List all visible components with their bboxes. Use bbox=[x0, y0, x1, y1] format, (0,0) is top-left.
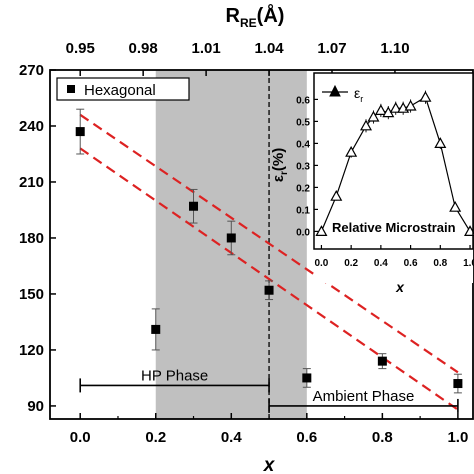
phase-label: HP Phase bbox=[141, 367, 208, 384]
top-tick-label: 0.95 bbox=[66, 40, 95, 57]
inset-data-point bbox=[389, 101, 402, 115]
data-marker bbox=[151, 324, 161, 334]
x-tick-label: 0.4 bbox=[221, 429, 243, 446]
y-tick-label: 240 bbox=[19, 118, 44, 135]
inset-annotation: Relative Microstrain bbox=[332, 220, 456, 235]
x-tick-label: 1.0 bbox=[447, 429, 468, 446]
data-point bbox=[189, 188, 199, 224]
inset-x-tick-label: 0.4 bbox=[374, 258, 388, 269]
phase-bracket-1: Ambient Phase bbox=[268, 388, 459, 413]
inset-data-point bbox=[359, 119, 373, 133]
inset-y-tick-label: 0.5 bbox=[296, 117, 310, 128]
inset-legend-marker bbox=[329, 84, 341, 97]
inset-plot: 0.0 0.1 0.2 0.3 0.4 0.5 0.6 0.0 0.2 0.4 0.6 0.8 1.0 x… bbox=[270, 72, 474, 295]
inset-y-tick-label: 0.3 bbox=[296, 161, 310, 172]
inset-marker bbox=[404, 99, 417, 111]
inset-x-tick-label: 0.6 bbox=[404, 258, 418, 269]
legend: Hexagonal bbox=[56, 77, 190, 101]
x-tick-label: 0.0 bbox=[70, 429, 91, 446]
legend-box bbox=[56, 77, 190, 101]
inset-frame bbox=[313, 72, 474, 250]
x-tick-label: 0.6 bbox=[296, 429, 317, 446]
top-tick-label: 1.07 bbox=[317, 40, 346, 57]
inset-data-point bbox=[449, 200, 462, 212]
inset-legend-label: εr bbox=[354, 85, 363, 104]
data-marker bbox=[377, 356, 387, 366]
inset-data-point bbox=[404, 99, 417, 113]
top-tick-label: 1.10 bbox=[380, 40, 409, 57]
data-point bbox=[264, 280, 274, 301]
phase-bracket-0: HP Phase bbox=[79, 367, 270, 393]
inset-marker bbox=[315, 225, 328, 236]
inset-y-tick-label: 0.1 bbox=[296, 205, 310, 216]
top-tick-label: 1.01 bbox=[192, 40, 221, 57]
inset-x-tick-label: 0.8 bbox=[433, 258, 447, 269]
inset-marker bbox=[389, 101, 402, 113]
data-point bbox=[377, 353, 387, 370]
y-tick-label: 120 bbox=[19, 342, 44, 359]
data-point bbox=[226, 220, 236, 256]
inset-marker bbox=[367, 110, 380, 122]
main-plot: HP Phase Ambient Phase 0.0 0.2 0.4 0.6 0.8 1.0 9… bbox=[19, 3, 474, 474]
x-axis-title: x bbox=[263, 455, 276, 474]
inset-x-tick-label: 0.2 bbox=[344, 258, 358, 269]
data-marker bbox=[189, 201, 199, 211]
x-tick-label: 0.2 bbox=[145, 429, 166, 446]
inset-data-point bbox=[345, 145, 358, 158]
inset-marker bbox=[449, 200, 462, 212]
top-tick-label: 1.04 bbox=[254, 40, 284, 57]
inset-marker bbox=[374, 104, 387, 116]
inset-background bbox=[314, 73, 473, 283]
legend-marker bbox=[67, 85, 75, 93]
data-marker bbox=[264, 285, 274, 295]
inset-y-tick-label: 0.4 bbox=[296, 139, 310, 150]
y-tick-label: 90 bbox=[27, 398, 44, 415]
data-marker bbox=[453, 379, 463, 389]
dashed-band-upper bbox=[79, 113, 459, 374]
y-tick-label: 180 bbox=[19, 230, 44, 247]
inset-marker bbox=[419, 90, 432, 102]
data-point bbox=[75, 108, 85, 155]
inset-y-tick-label: 0.6 bbox=[296, 95, 310, 106]
legend-label: Hexagonal bbox=[84, 82, 156, 99]
y-tick-label: 150 bbox=[19, 286, 44, 303]
data-point bbox=[151, 308, 161, 351]
top-axis-title: RRE(Å) bbox=[226, 3, 285, 30]
phase-label: Ambient Phase bbox=[313, 388, 415, 405]
inset-x-tick-label: 1.0 bbox=[463, 258, 474, 269]
inset-x-tick-label: 0.0 bbox=[314, 258, 328, 269]
inset-legend: εr bbox=[322, 84, 363, 104]
data-point bbox=[302, 368, 312, 388]
inset-y-tick-label: 0.0 bbox=[296, 227, 310, 238]
inset-y-tick-label: 0.2 bbox=[296, 183, 310, 194]
inset-marker bbox=[359, 119, 373, 131]
inset-marker bbox=[345, 145, 358, 157]
data-marker bbox=[302, 373, 312, 383]
data-marker bbox=[75, 127, 85, 137]
inset-y-axis-title: εr(%) bbox=[270, 148, 290, 182]
x-tick-label: 0.8 bbox=[372, 429, 393, 446]
data-marker bbox=[226, 233, 236, 243]
data-point bbox=[453, 373, 463, 394]
y-tick-label: 270 bbox=[19, 62, 44, 79]
inset-data-point bbox=[367, 110, 380, 124]
inset-marker bbox=[330, 189, 343, 201]
inset-x-axis-title: x bbox=[395, 279, 405, 295]
inset-data-point bbox=[330, 189, 343, 201]
inset-data-point bbox=[434, 137, 447, 149]
inset-data-point bbox=[374, 103, 387, 117]
inset-data-point bbox=[419, 90, 432, 104]
dashed-band-lower bbox=[79, 147, 459, 411]
y-tick-label: 210 bbox=[19, 174, 44, 191]
inset-marker bbox=[434, 137, 447, 148]
inset-data-point bbox=[315, 225, 328, 236]
top-tick-label: 0.98 bbox=[129, 40, 158, 57]
